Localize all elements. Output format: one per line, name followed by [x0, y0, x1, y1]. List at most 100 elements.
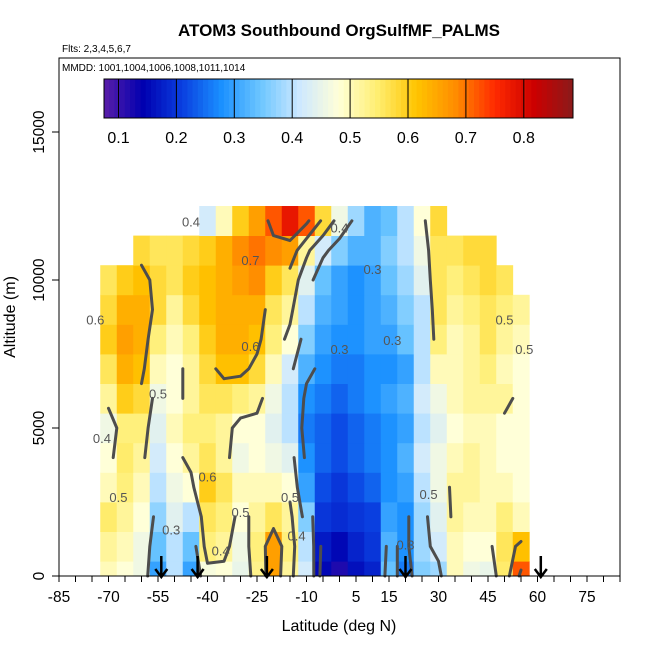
colorbar-segment: [463, 79, 470, 118]
heatmap-cell: [100, 383, 118, 414]
heatmap-cell: [364, 413, 382, 444]
heatmap-cell: [232, 502, 250, 532]
heatmap-cell: [314, 472, 332, 503]
heatmap-cell: [166, 324, 184, 355]
heatmap-cell: [314, 561, 332, 577]
colorbar-segment: [421, 79, 428, 118]
heatmap-cell: [182, 294, 200, 325]
colorbar-segment: [416, 79, 423, 118]
y-tick-label: 5000: [31, 410, 48, 445]
heatmap-cell: [265, 324, 283, 355]
colorbar-segment: [244, 79, 251, 118]
heatmap-cell: [133, 265, 151, 296]
y-tick-label: 0: [31, 571, 48, 580]
heatmap-cell: [331, 206, 349, 236]
heatmap-cell: [479, 294, 497, 325]
colorbar-segment: [515, 79, 522, 118]
heatmap-cell: [512, 442, 530, 473]
colorbar-segment: [140, 79, 147, 118]
x-tick-label: -40: [196, 589, 219, 606]
x-axis: -85 -70 -55 -40 -25 -10 5 15 30 45 60 75: [48, 576, 621, 606]
heatmap-cell: [281, 413, 299, 444]
heatmap-cell: [380, 502, 398, 532]
colorbar-tick-label: 0.4: [281, 130, 303, 147]
heatmap-cell: [298, 561, 316, 577]
heatmap-cell: [265, 354, 283, 384]
heatmap-cell: [314, 235, 332, 266]
colorbar-segment: [135, 79, 141, 118]
heatmap-cell: [479, 472, 497, 503]
heatmap-cell: [364, 206, 382, 236]
heatmap-cell: [248, 472, 266, 503]
heatmap-cell: [100, 531, 118, 562]
heatmap-cell: [248, 294, 266, 325]
x-tick-label: 75: [578, 589, 595, 606]
colorbar-segment: [281, 79, 287, 118]
heatmap-cell: [496, 442, 514, 473]
heatmap-cell: [413, 294, 431, 325]
heatmap-cell: [397, 235, 415, 266]
colorbar-segment: [114, 79, 121, 118]
heatmap-cell: [100, 502, 118, 532]
colorbar-segment: [369, 79, 376, 118]
heatmap-cell: [182, 531, 200, 562]
heatmap-cell: [314, 294, 332, 325]
heatmap-cell: [496, 502, 514, 532]
heatmap-cell: [116, 531, 134, 562]
contour-label: 0.4: [212, 543, 230, 558]
heatmap-cell: [281, 502, 299, 532]
heatmap-cell: [496, 265, 514, 296]
colorbar-segment: [364, 79, 371, 118]
heatmap-cell: [248, 413, 266, 444]
heatmap-cell: [347, 294, 365, 325]
heatmap-cell: [331, 531, 349, 562]
colorbar-segment: [442, 79, 449, 118]
heatmap-cell: [364, 235, 382, 266]
flight-arrow: [259, 556, 274, 580]
colorbar-segment: [343, 79, 350, 118]
heatmap-cell: [232, 531, 250, 562]
heatmap-cell: [215, 442, 233, 473]
heatmap-cell: [496, 472, 514, 503]
colorbar-segment: [437, 79, 444, 118]
heatmap-cell: [215, 383, 233, 414]
colorbar-segment: [187, 79, 194, 118]
colorbar-segment: [380, 79, 386, 118]
heatmap-cell: [248, 561, 266, 577]
heatmap-cell: [430, 413, 448, 444]
colorbar-segment: [333, 79, 339, 118]
heatmap-cell: [298, 531, 316, 562]
heatmap-cell: [281, 472, 299, 503]
heatmap-cell: [512, 472, 530, 503]
heatmap-cell: [265, 265, 283, 296]
colorbar-tick-label: 0.7: [455, 130, 477, 147]
heatmap-cell: [463, 235, 481, 266]
heatmap-cell: [298, 354, 316, 384]
colorbar-segment: [505, 79, 511, 118]
colorbar-segment: [286, 79, 293, 118]
heatmap-cell: [397, 294, 415, 325]
heatmap-cell: [463, 265, 481, 296]
heatmap-cell: [413, 383, 431, 414]
x-tick-label: 5: [352, 589, 361, 606]
colorbar-tick-label: 0.3: [223, 130, 245, 147]
chart-title: ATOM3 Southbound OrgSulfMF_PALMS: [178, 21, 500, 40]
heatmap-cell: [479, 265, 497, 296]
heatmap-cell: [446, 354, 464, 384]
heatmap-cell: [149, 442, 167, 473]
colorbar-segment: [255, 79, 261, 118]
colorbar-segment: [510, 79, 517, 118]
heatmap-cell: [166, 235, 184, 266]
heatmap-cell: [199, 413, 217, 444]
contour-label: 0.3: [363, 262, 381, 277]
heatmap-cell: [364, 383, 382, 414]
heatmap-cell: [380, 265, 398, 296]
heatmap-cell: [265, 502, 283, 532]
heatmap-cell: [496, 354, 514, 384]
x-tick-label: 15: [380, 589, 397, 606]
heatmap-cell: [116, 324, 134, 355]
heatmap-cell: [446, 294, 464, 325]
y-tick-label: 10000: [31, 258, 48, 301]
heatmap-cell: [413, 472, 431, 503]
heatmap-cell: [166, 294, 184, 325]
